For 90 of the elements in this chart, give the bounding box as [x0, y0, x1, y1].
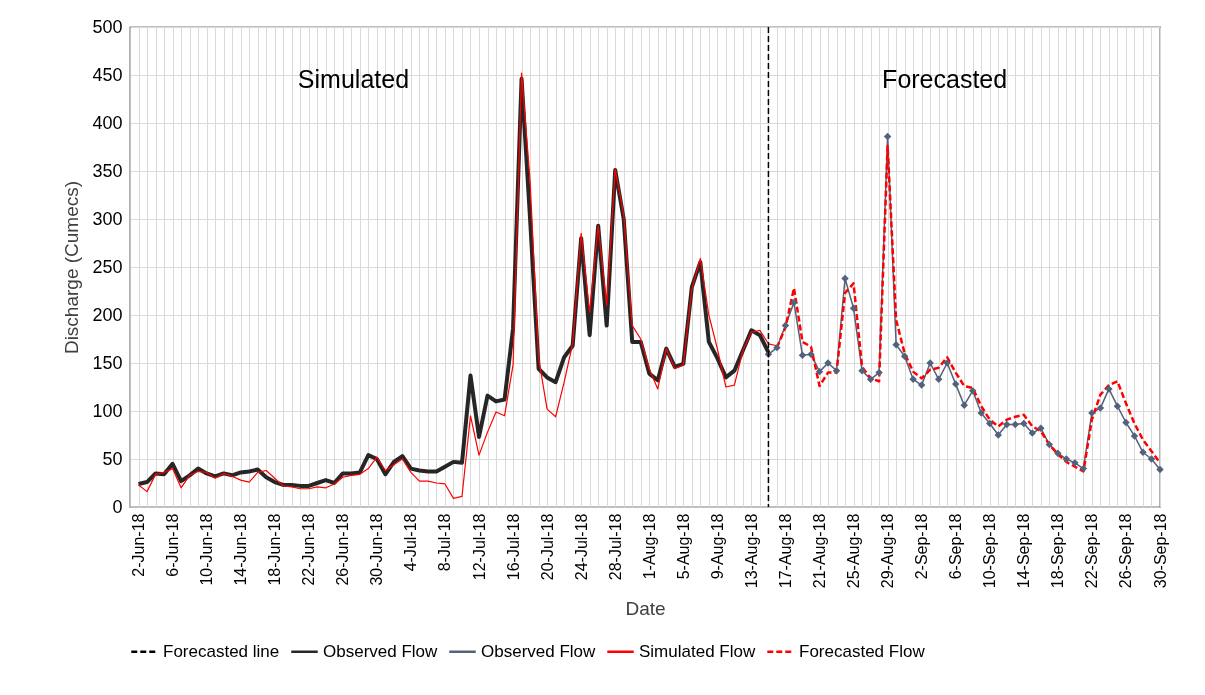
y-tick-label: 150 — [92, 352, 123, 373]
annotation: Simulated — [297, 64, 410, 93]
x-tick-label: 30-Jun-18 — [368, 513, 386, 586]
x-tick-label: 26-Sep-18 — [1117, 513, 1135, 589]
point — [858, 366, 866, 375]
point — [1113, 402, 1122, 410]
x-tick-label: 22-Sep-18 — [1083, 513, 1101, 589]
point — [977, 409, 985, 417]
point — [1147, 455, 1156, 463]
x-tick-label: 1-Aug-18 — [640, 513, 658, 580]
y-tick-label: 300 — [92, 208, 123, 229]
y-tick-label: 100 — [92, 400, 123, 421]
point — [807, 350, 815, 359]
annotation: Forecasted — [882, 64, 1008, 93]
point — [866, 375, 875, 384]
x-tick-label: 29-Aug-18 — [879, 513, 897, 589]
point — [798, 351, 807, 360]
point — [909, 375, 917, 384]
point — [790, 298, 798, 307]
point — [773, 343, 781, 352]
point — [1062, 455, 1071, 463]
point — [986, 419, 994, 428]
x-tick-label: 17-Aug-18 — [776, 513, 794, 589]
x-tick-label: 10-Jun-18 — [198, 513, 216, 586]
x-tick-label: 21-Aug-18 — [811, 513, 828, 589]
y-axis-title: Discharge (Cumecs) — [61, 180, 83, 355]
x-tick-label: 20-Jul-18 — [538, 513, 556, 581]
point — [1011, 420, 1019, 429]
point — [969, 387, 977, 395]
x-tick-label: 14-Jun-18 — [232, 513, 250, 586]
point — [781, 321, 790, 330]
x-tick-label: 13-Aug-18 — [742, 513, 760, 589]
point — [892, 341, 900, 349]
x-tick-label: 12-Jul-18 — [470, 513, 488, 581]
x-tick-label: 9-Aug-18 — [708, 513, 726, 580]
y-tick-label: 250 — [92, 256, 123, 277]
legend-label: Forecasted Flow — [799, 641, 926, 661]
legend-label: Simulated Flow — [639, 641, 756, 661]
point — [1156, 465, 1164, 474]
x-tick-label: 18-Sep-18 — [1049, 513, 1067, 589]
legend-label: Observed Flow — [323, 641, 439, 661]
x-axis-title: Date — [625, 598, 666, 620]
point — [1037, 424, 1045, 432]
point — [1003, 420, 1011, 429]
y-tick-label: 50 — [102, 448, 123, 469]
x-tick-label: 25-Aug-18 — [845, 513, 863, 589]
point — [951, 380, 960, 388]
point — [1071, 459, 1079, 467]
point — [1054, 449, 1062, 457]
point — [1079, 464, 1088, 473]
point — [934, 375, 943, 384]
x-tick-label: 30-Sep-18 — [1151, 513, 1169, 589]
x-tick-label: 8-Jul-18 — [436, 513, 454, 572]
point — [960, 401, 968, 409]
legend-label: Forecasted line — [163, 641, 280, 661]
point — [1020, 419, 1028, 428]
y-tick-label: 450 — [92, 64, 123, 85]
point — [917, 381, 926, 389]
point — [1096, 404, 1105, 412]
x-tick-label: 10-Sep-18 — [981, 513, 999, 589]
point — [815, 367, 824, 376]
point — [832, 366, 841, 375]
x-tick-label: 2-Jun-18 — [130, 513, 148, 577]
x-tick-label: 22-Jun-18 — [300, 513, 318, 586]
point — [1028, 429, 1037, 437]
x-tick-label: 16-Jul-18 — [504, 513, 522, 581]
point — [849, 304, 858, 312]
x-tick-label: 6-Sep-18 — [947, 513, 965, 580]
x-tick-label: 4-Jul-18 — [402, 513, 420, 572]
x-tick-label: 28-Jul-18 — [606, 513, 624, 581]
legend-label: Observed Flow — [481, 641, 597, 661]
point — [900, 352, 909, 360]
point — [1045, 440, 1054, 449]
x-tick-label: 24-Jul-18 — [572, 513, 590, 581]
x-tick-label: 2-Sep-18 — [913, 513, 931, 580]
y-tick-label: 200 — [92, 304, 123, 325]
x-tick-label: 18-Jun-18 — [266, 513, 284, 586]
x-tick-label: 5-Aug-18 — [674, 513, 692, 580]
point — [883, 132, 892, 141]
point — [1122, 418, 1130, 427]
point — [1130, 432, 1139, 440]
point — [1139, 448, 1147, 456]
x-tick-label: 14-Sep-18 — [1015, 513, 1033, 589]
y-tick-label: 350 — [92, 160, 123, 181]
y-tick-label: 0 — [112, 496, 123, 517]
y-tick-label: 500 — [92, 16, 123, 37]
x-tick-label: 26-Jun-18 — [334, 513, 352, 586]
point — [875, 368, 883, 377]
y-tick-label: 400 — [92, 112, 123, 133]
x-tick-label: 6-Jun-18 — [164, 513, 182, 577]
